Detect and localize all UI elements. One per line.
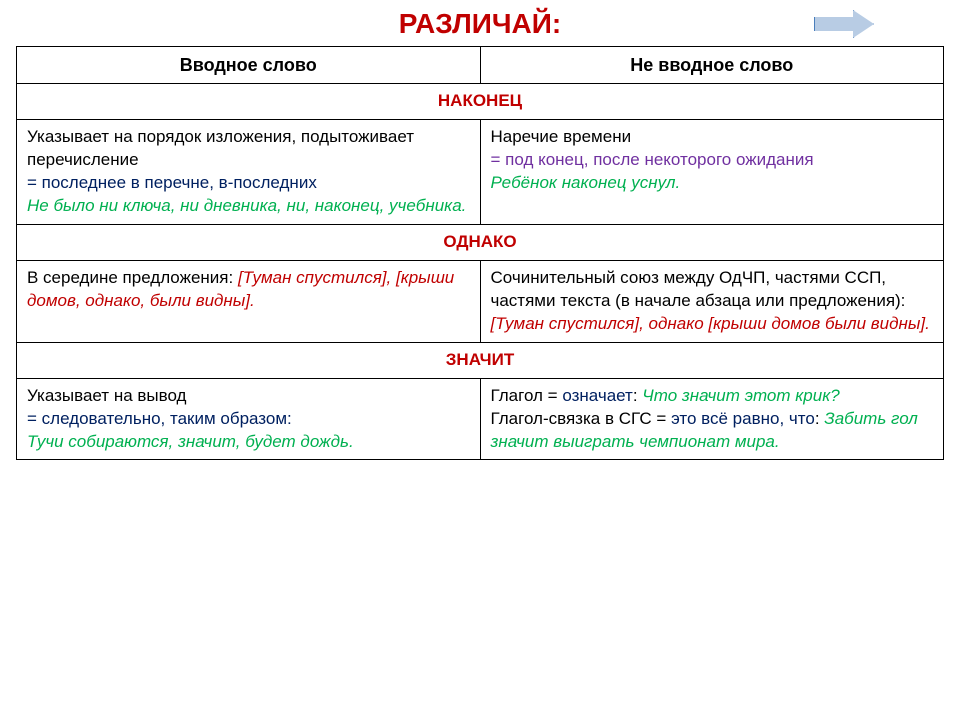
section-head-row: НАКОНЕЦ — [17, 84, 944, 120]
cell-left: Указывает на вывод = следовательно, таки… — [17, 378, 481, 460]
cell-left: В середине предложения: [Туман спустился… — [17, 260, 481, 342]
col-header-left: Вводное слово — [17, 47, 481, 84]
cell-left: Указывает на порядок изложения, подытожи… — [17, 120, 481, 225]
plain-text: : — [633, 386, 642, 405]
section-word: ОДНАКО — [17, 224, 944, 260]
example-text: Тучи собираются, значит, будет дождь. — [27, 432, 354, 451]
comparison-table: Вводное слово Не вводное слово НАКОНЕЦ У… — [16, 46, 944, 460]
col-header-right: Не вводное слово — [480, 47, 944, 84]
plain-text: : — [815, 409, 824, 428]
table-row: Указывает на вывод = следовательно, таки… — [17, 378, 944, 460]
title-row: РАЗЛИЧАЙ: — [16, 8, 944, 40]
plain-text: Глагол = — [491, 386, 563, 405]
page-title: РАЗЛИЧАЙ: — [399, 8, 561, 40]
plain-text: Сочинительный союз между ОдЧП, частями С… — [491, 268, 906, 310]
plain-text: Глагол-связка в СГС = — [491, 409, 672, 428]
section-head-row: ЗНАЧИТ — [17, 342, 944, 378]
section-word: ЗНАЧИТ — [17, 342, 944, 378]
purple-text: = под конец, после некоторого ожидания — [491, 150, 814, 169]
cell-right: Наречие времени = под конец, после некот… — [480, 120, 944, 225]
example-keyword: наконец — [315, 196, 380, 215]
hint-text: это всё равно, что — [671, 409, 815, 428]
plain-text: В середине предложения: — [27, 268, 238, 287]
example-text: Не было ни ключа, ни дневника, ни, — [27, 196, 315, 215]
header-row: Вводное слово Не вводное слово — [17, 47, 944, 84]
hint-text: означает — [562, 386, 633, 405]
example-text: , учебника. — [380, 196, 467, 215]
example-text: уснул. — [627, 173, 681, 192]
plain-text: Наречие времени — [491, 127, 632, 146]
plain-text: Указывает на порядок изложения, подытожи… — [27, 127, 414, 169]
cell-right: Сочинительный союз между ОдЧП, частями С… — [480, 260, 944, 342]
hint-text: = последнее в перечне, в-последних — [27, 173, 317, 192]
example-text: Что значит этот крик? — [642, 386, 839, 405]
example-brackets: [Туман спустился], однако [крыши домов б… — [491, 314, 930, 333]
table-row: В середине предложения: [Туман спустился… — [17, 260, 944, 342]
cell-right: Глагол = означает: Что значит этот крик?… — [480, 378, 944, 460]
section-head-row: ОДНАКО — [17, 224, 944, 260]
arrow-icon — [814, 10, 874, 38]
plain-text: Указывает на вывод — [27, 386, 186, 405]
hint-text: = следовательно, таким образом: — [27, 409, 292, 428]
example-keyword: наконец — [562, 173, 627, 192]
table-row: Указывает на порядок изложения, подытожи… — [17, 120, 944, 225]
section-word: НАКОНЕЦ — [17, 84, 944, 120]
example-text: Ребёнок — [491, 173, 562, 192]
